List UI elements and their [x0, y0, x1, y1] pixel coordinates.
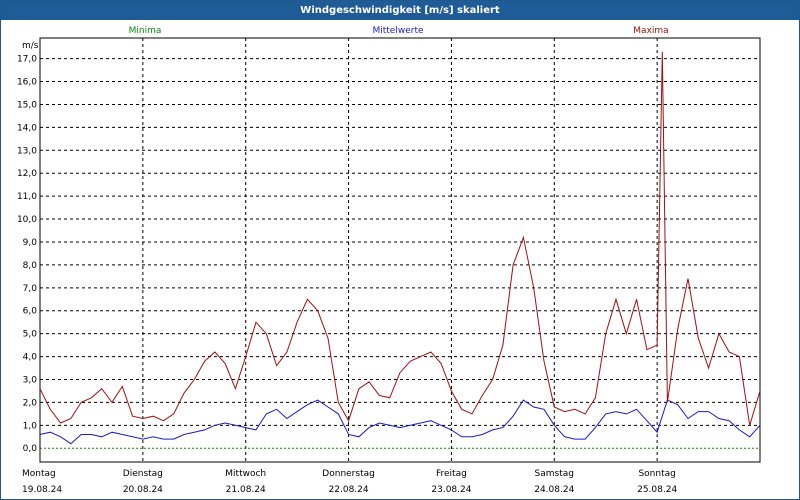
window-title: Windgeschwindigkeit [m/s] skaliert: [1, 1, 799, 20]
y-tick-label: 0,0: [23, 444, 38, 454]
y-tick-label: 8,0: [23, 261, 38, 271]
x-tick-day-name: Mittwoch: [225, 469, 266, 479]
y-tick-label: 2,0: [23, 398, 38, 408]
x-tick-date: 22.08.24: [329, 485, 369, 495]
y-tick-label: 15,0: [17, 100, 37, 110]
y-tick-label: 5,0: [23, 330, 38, 340]
x-tick-date: 24.08.24: [534, 485, 574, 495]
series-lines: [39, 51, 761, 449]
x-tick-date: 21.08.24: [226, 485, 266, 495]
x-tick-day-name: Freitag: [436, 469, 467, 479]
x-tick-day-name: Sonntag: [638, 469, 675, 479]
legend-maxima: Maxima: [633, 26, 668, 36]
y-tick-label: 6,0: [23, 307, 38, 317]
y-tick-label: 16,0: [17, 78, 37, 88]
y-tick-label: 7,0: [23, 284, 38, 294]
y-tick-label: 4,0: [23, 353, 38, 363]
y-tick-label: 1,0: [23, 421, 38, 431]
y-tick-label: 12,0: [17, 169, 37, 179]
y-tick-label: 14,0: [17, 123, 37, 133]
x-axis-ticks: Montag 19.08.24 Dienstag 20.08.24 Mittwoch 21…: [22, 469, 677, 495]
y-tick-label: 11,0: [17, 192, 37, 202]
x-tick-date: 23.08.24: [431, 485, 471, 495]
y-axis-ticks: 0,0 1,0 2,0 3,0 4,0 5,0 6,0 7,0 8,0 9,0 10,0 11,0 12…: [17, 55, 37, 455]
y-tick-label: 13,0: [17, 146, 37, 156]
legend-minima: Minima: [129, 26, 162, 36]
x-tick-day-name: Dienstag: [123, 469, 163, 479]
x-tick-day-name: Montag: [22, 469, 56, 479]
y-tick-label: 3,0: [23, 375, 38, 385]
x-tick-day-name: Donnerstag: [322, 469, 375, 479]
legend-mittelwerte: Mittelwerte: [372, 26, 423, 36]
x-tick-date: 19.08.24: [22, 485, 62, 495]
y-axis-unit-label: m/s: [22, 41, 39, 51]
series-line-mittelwerte: [39, 399, 761, 445]
y-tick-label: 17,0: [17, 55, 37, 65]
y-tick-label: 10,0: [17, 215, 37, 225]
x-tick-day-name: Samstag: [535, 469, 574, 479]
gridlines: [40, 38, 760, 462]
y-tick-label: 9,0: [23, 238, 38, 248]
series-line-maxima: [39, 51, 761, 426]
x-tick-date: 20.08.24: [123, 485, 163, 495]
x-tick-date: 25.08.24: [637, 485, 677, 495]
plot-area: [39, 37, 761, 463]
